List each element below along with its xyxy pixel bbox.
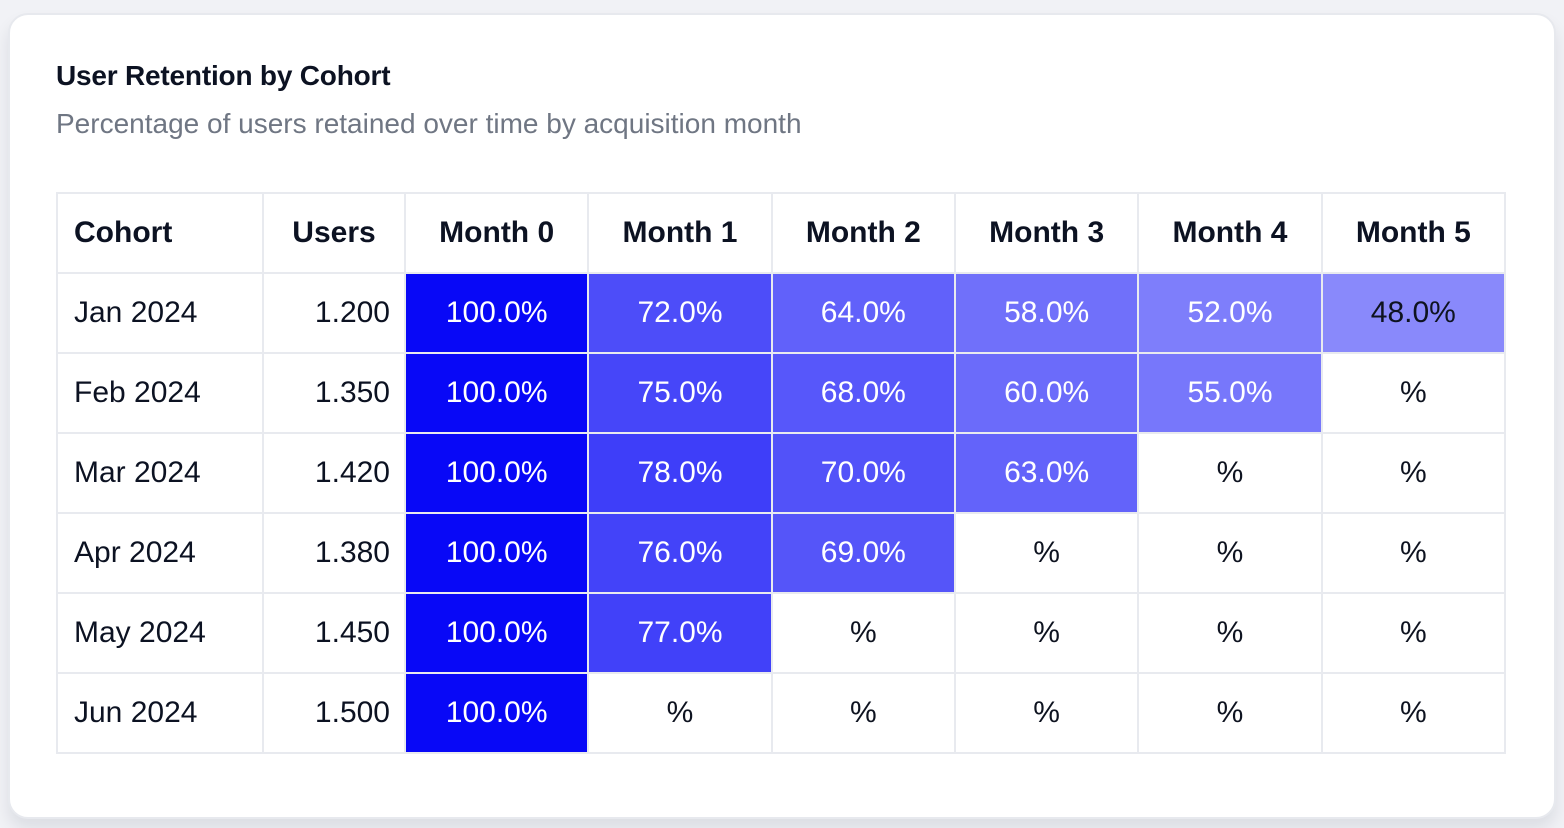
retention-cell-month-4: % [1137,432,1323,514]
retention-cell-month-1: 76.0% [587,512,773,594]
cohort-cell: Mar 2024 [56,432,264,514]
column-header-users: Users [262,192,406,274]
table-row-jun-2024: Jun 2024 1.500 100.0%%%%%% [56,672,1507,754]
column-header-month-1: Month 1 [587,192,773,274]
retention-cell-month-2: % [770,592,956,674]
table-row-mar-2024: Mar 2024 1.420 100.0% 78.0% 70.0% 63.0%%% [56,432,1507,514]
column-header-month-2: Month 2 [770,192,956,274]
table-row-jan-2024: Jan 2024 1.200 100.0% 72.0% 64.0% 58.0% 52.0% 4… [56,272,1507,354]
retention-cell-month-3: 63.0% [953,432,1140,514]
retention-cell-month-1: % [587,672,773,754]
retention-cell-month-4: % [1137,672,1323,754]
retention-cell-month-5: % [1320,592,1507,674]
users-cell: 1.350 [262,352,406,434]
retention-cell-month-3: % [953,672,1140,754]
retention-cell-month-5: % [1320,672,1507,754]
table-row-feb-2024: Feb 2024 1.350 100.0% 75.0% 68.0% 60.0% 55.0%% [56,352,1507,434]
users-cell: 1.500 [262,672,406,754]
retention-cell-month-2: 70.0% [770,432,956,514]
retention-cell-month-4: % [1137,592,1323,674]
retention-cell-month-2: 68.0% [770,352,956,434]
column-header-month-0: Month 0 [403,192,590,274]
retention-cell-month-4: % [1137,512,1323,594]
retention-cell-month-0: 100.0% [403,592,590,674]
users-cell: 1.200 [262,272,406,354]
users-cell: 1.380 [262,512,406,594]
cohort-cell: Jan 2024 [56,272,264,354]
retention-cell-month-5: % [1320,352,1507,434]
retention-cell-month-1: 72.0% [587,272,773,354]
retention-cell-month-4: 55.0% [1137,352,1323,434]
table-row-may-2024: May 2024 1.450 100.0% 77.0%%%%% [56,592,1507,674]
card-title: User Retention by Cohort [56,60,391,91]
retention-cell-month-3: % [953,512,1140,594]
cohort-cell: Feb 2024 [56,352,264,434]
column-header-month-5: Month 5 [1320,192,1507,274]
users-cell: 1.420 [262,432,406,514]
retention-cell-month-3: 60.0% [953,352,1140,434]
table-body: Jan 2024 1.200 100.0% 72.0% 64.0% 58.0% 52.0% 4… [56,272,1507,754]
retention-cell-month-3: % [953,592,1140,674]
cohort-cell: Apr 2024 [56,512,264,594]
retention-cell-month-5: % [1320,512,1507,594]
retention-cell-month-4: 52.0% [1137,272,1323,354]
retention-cell-month-0: 100.0% [403,272,590,354]
cohort-cell: May 2024 [56,592,264,674]
retention-cell-month-0: 100.0% [403,432,590,514]
table-row-apr-2024: Apr 2024 1.380 100.0% 76.0% 69.0%%%% [56,512,1507,594]
cohort-cell: Jun 2024 [56,672,264,754]
column-header-month-4: Month 4 [1137,192,1323,274]
retention-cell-month-2: 64.0% [770,272,956,354]
retention-cell-month-2: % [770,672,956,754]
column-header-cohort: Cohort [56,192,264,274]
retention-cell-month-0: 100.0% [403,672,590,754]
retention-cell-month-5: 48.0% [1320,272,1507,354]
retention-cell-month-0: 100.0% [403,512,590,594]
retention-cell-month-1: 75.0% [587,352,773,434]
column-header-month-3: Month 3 [953,192,1140,274]
retention-cell-month-1: 77.0% [587,592,773,674]
retention-cell-month-1: 78.0% [587,432,773,514]
retention-cell-month-0: 100.0% [403,352,590,434]
retention-cell-month-3: 58.0% [953,272,1140,354]
retention-card: User Retention by Cohort Percentage of u… [8,13,1556,819]
card-subtitle: Percentage of users retained over time b… [56,108,802,139]
retention-cell-month-5: % [1320,432,1507,514]
users-cell: 1.450 [262,592,406,674]
retention-cell-month-2: 69.0% [770,512,956,594]
